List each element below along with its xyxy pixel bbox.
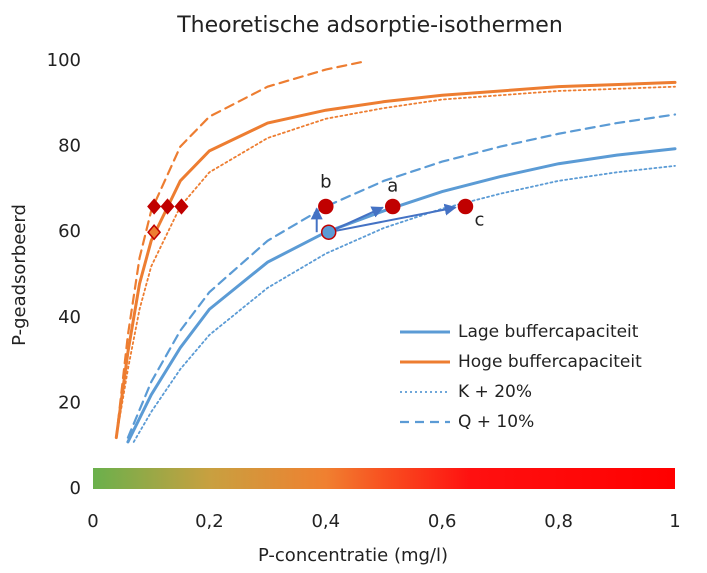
series-line <box>115 85 676 439</box>
arrow <box>328 206 384 234</box>
legend-label: Lage buffercapaciteit <box>458 322 639 342</box>
series-line <box>126 113 677 439</box>
point <box>320 224 337 240</box>
y-tick-label: 80 <box>58 136 81 157</box>
y-tick-label: 0 <box>70 478 81 499</box>
x-axis-label: P-concentratie (mg/l) <box>258 545 448 566</box>
x-tick-label: 1 <box>669 511 680 532</box>
x-tick-label: 0,6 <box>428 511 457 532</box>
series-line <box>114 80 677 440</box>
y-tick-label: 40 <box>58 307 81 328</box>
legend-label: K + 20% <box>458 382 532 402</box>
chart-title: Theoretische adsorptie-isothermen <box>176 13 563 38</box>
x-tick-label: 0,4 <box>311 511 340 532</box>
point <box>457 198 474 215</box>
series-line <box>126 147 677 444</box>
y-tick-label: 100 <box>47 50 81 71</box>
y-tick-label: 20 <box>58 392 81 413</box>
point <box>384 198 401 215</box>
y-tick-label: 60 <box>58 221 81 242</box>
y-axis-label: P-geadsorbeerd <box>9 204 30 346</box>
point-label: b <box>320 172 331 193</box>
point <box>174 198 189 215</box>
point <box>160 198 175 215</box>
point-label: c <box>475 210 485 231</box>
x-tick-label: 0 <box>87 511 98 532</box>
point-label: a <box>387 176 398 197</box>
series-line <box>132 164 676 443</box>
point <box>147 198 162 215</box>
legend-label: Hoge buffercapaciteit <box>458 352 642 372</box>
x-tick-label: 0,8 <box>544 511 573 532</box>
series-line <box>115 59 368 439</box>
point <box>318 198 334 215</box>
arrow <box>328 203 457 234</box>
concentration-bar <box>93 468 675 489</box>
x-tick-label: 0,2 <box>195 511 224 532</box>
legend-label: Q + 10% <box>458 412 534 432</box>
point <box>147 224 162 241</box>
